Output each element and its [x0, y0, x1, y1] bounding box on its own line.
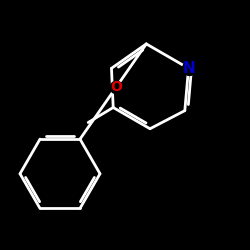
- Text: N: N: [182, 61, 195, 76]
- Text: O: O: [110, 80, 122, 94]
